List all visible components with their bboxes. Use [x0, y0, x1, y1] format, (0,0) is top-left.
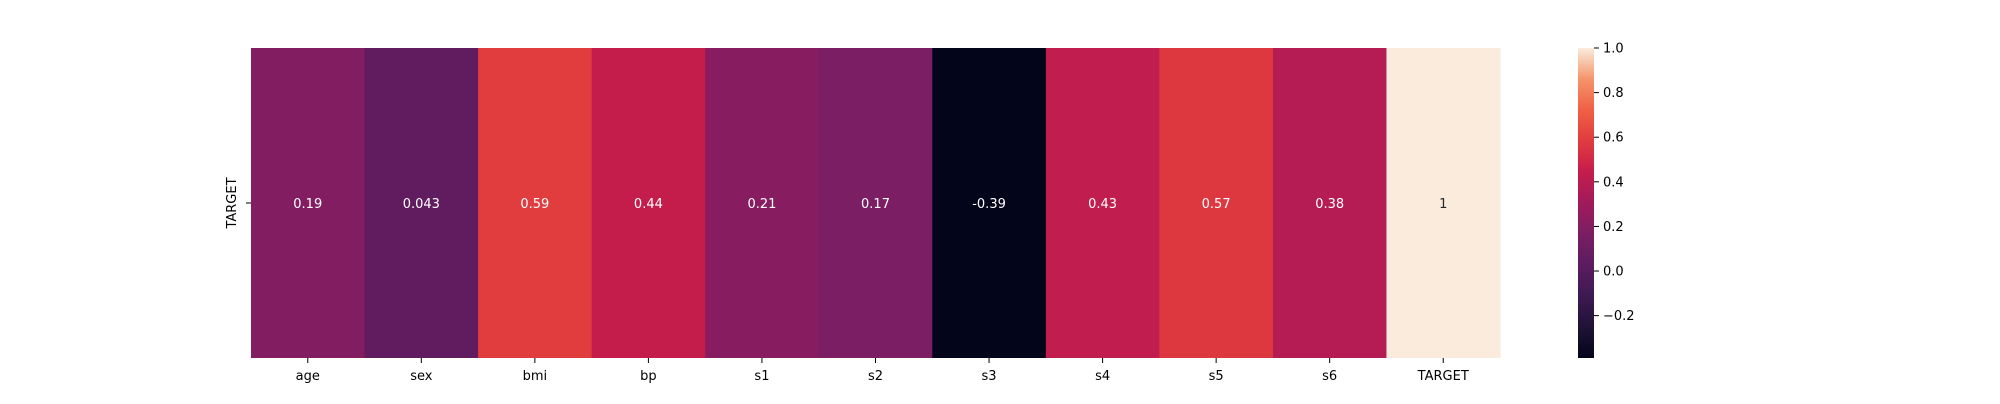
heatmap-cell-bmi — [478, 48, 593, 358]
cell-annotation: 0.043 — [403, 197, 440, 212]
colorbar-tick-label: 0.4 — [1603, 175, 1624, 190]
cell-annotation: -0.39 — [972, 197, 1006, 212]
cell-annotation: 0.44 — [634, 197, 663, 212]
heatmap-annotations: 0.19 0.043 0.59 0.44 0.21 0.17 -0.39 0.43 0.57 0.… — [293, 197, 1447, 212]
y-tick-label: TARGET — [225, 177, 240, 229]
x-tick-label: s2 — [868, 369, 883, 384]
heatmap-cell-s4 — [1045, 48, 1160, 358]
x-tick-label: sex — [410, 369, 433, 384]
x-tick-label: age — [296, 369, 320, 384]
x-tick-label: s5 — [1209, 369, 1224, 384]
cell-annotation: 0.59 — [520, 197, 549, 212]
heatmap-cell-s3 — [932, 48, 1047, 358]
x-tick-label: s4 — [1095, 369, 1110, 384]
cell-annotation: 0.21 — [747, 197, 776, 212]
heatmap-cell-age — [251, 48, 366, 358]
colorbar-tick-label: 0.8 — [1603, 86, 1624, 101]
x-axis-ticks: age sex bmi bp s1 s2 s3 s4 s5 s6 TARGET — [296, 358, 1469, 384]
heatmap-cell-target — [1386, 48, 1501, 358]
cell-annotation: 0.57 — [1202, 197, 1231, 212]
x-tick-label: bmi — [523, 369, 548, 384]
y-axis-ticks: TARGET — [225, 177, 251, 230]
colorbar-tick-label: 0.0 — [1603, 265, 1624, 280]
x-tick-label: TARGET — [1417, 369, 1469, 384]
x-tick-label: s6 — [1322, 369, 1337, 384]
cell-annotation: 0.17 — [861, 197, 890, 212]
x-tick-label: s1 — [754, 369, 769, 384]
colorbar-tick-label: −0.2 — [1603, 309, 1635, 324]
colorbar-ticks: −0.2 0.0 0.2 0.4 0.6 0.8 1.0 — [1594, 42, 1635, 324]
cell-annotation: 0.38 — [1315, 197, 1344, 212]
heatmap-cell-s2 — [818, 48, 933, 358]
heatmap-cell-bp — [591, 48, 706, 358]
heatmap-cell-sex — [364, 48, 479, 358]
x-tick-label: s3 — [982, 369, 997, 384]
x-tick-label: bp — [640, 369, 657, 384]
colorbar-tick-label: 0.2 — [1603, 220, 1624, 235]
colorbar-tick-label: 0.6 — [1603, 131, 1624, 146]
heatmap-cell-s5 — [1159, 48, 1274, 358]
cell-annotation: 0.43 — [1088, 197, 1117, 212]
cell-annotation: 0.19 — [293, 197, 322, 212]
colorbar-tick-label: 1.0 — [1603, 42, 1624, 57]
heatmap-cell-s6 — [1272, 48, 1388, 358]
heatmap-cells — [251, 48, 1501, 358]
cell-annotation: 1 — [1439, 197, 1447, 212]
heatmap-cell-s1 — [705, 48, 820, 358]
colorbar — [1578, 48, 1594, 358]
